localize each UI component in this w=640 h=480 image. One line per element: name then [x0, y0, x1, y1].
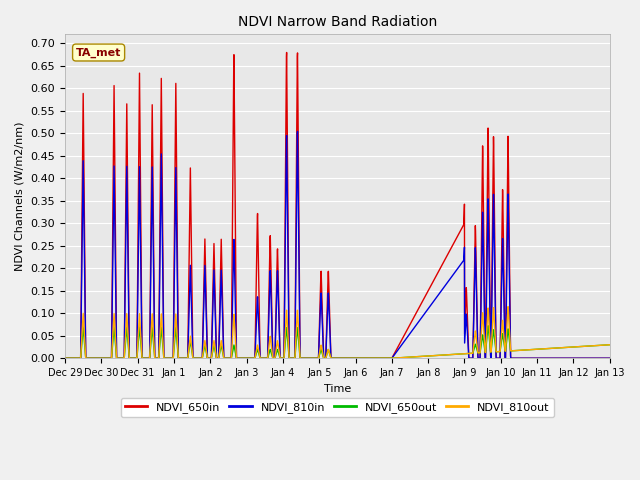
Line: NDVI_810out: NDVI_810out — [65, 307, 610, 358]
NDVI_810out — [156, 342, 163, 348]
NDVI_650out — [156, 346, 163, 352]
NDVI_650in — [294, 72, 301, 78]
NDVI_810out — [61, 355, 69, 361]
NDVI_810out — [537, 346, 545, 352]
Text: TA_met: TA_met — [76, 48, 122, 58]
NDVI_810out — [124, 317, 131, 323]
NDVI_810in — [61, 355, 69, 361]
NDVI_810in — [294, 145, 301, 151]
NDVI_810in — [294, 129, 301, 134]
NDVI_810out — [294, 307, 301, 313]
Line: NDVI_650out: NDVI_650out — [65, 326, 610, 358]
NDVI_810out — [504, 304, 512, 310]
NDVI_650out — [294, 325, 301, 331]
NDVI_650in — [595, 355, 603, 361]
Y-axis label: NDVI Channels (W/m2/nm): NDVI Channels (W/m2/nm) — [15, 121, 25, 271]
NDVI_810in — [270, 355, 278, 361]
NDVI_650out — [537, 346, 545, 352]
NDVI_810out — [606, 342, 614, 348]
NDVI_650in — [606, 355, 614, 361]
Title: NDVI Narrow Band Radiation: NDVI Narrow Band Radiation — [238, 15, 437, 29]
Legend: NDVI_650in, NDVI_810in, NDVI_650out, NDVI_810out: NDVI_650in, NDVI_810in, NDVI_650out, NDV… — [120, 397, 554, 418]
X-axis label: Time: Time — [324, 384, 351, 394]
NDVI_650in — [270, 355, 278, 361]
Line: NDVI_650in: NDVI_650in — [65, 52, 610, 358]
NDVI_810in — [156, 294, 163, 300]
NDVI_650in — [537, 355, 545, 361]
NDVI_650in — [283, 49, 291, 55]
NDVI_650out — [595, 343, 603, 348]
Line: NDVI_810in: NDVI_810in — [65, 132, 610, 358]
NDVI_810out — [595, 343, 603, 348]
NDVI_650out — [270, 355, 278, 361]
NDVI_810in — [537, 355, 545, 361]
NDVI_810in — [124, 191, 131, 197]
NDVI_650out — [484, 323, 492, 329]
NDVI_810in — [606, 355, 614, 361]
NDVI_650in — [61, 355, 69, 361]
NDVI_650out — [124, 329, 131, 335]
NDVI_650out — [606, 342, 614, 348]
NDVI_650in — [124, 138, 131, 144]
NDVI_650in — [156, 271, 163, 276]
NDVI_650out — [61, 355, 69, 361]
NDVI_810out — [270, 355, 278, 361]
NDVI_810in — [595, 355, 603, 361]
